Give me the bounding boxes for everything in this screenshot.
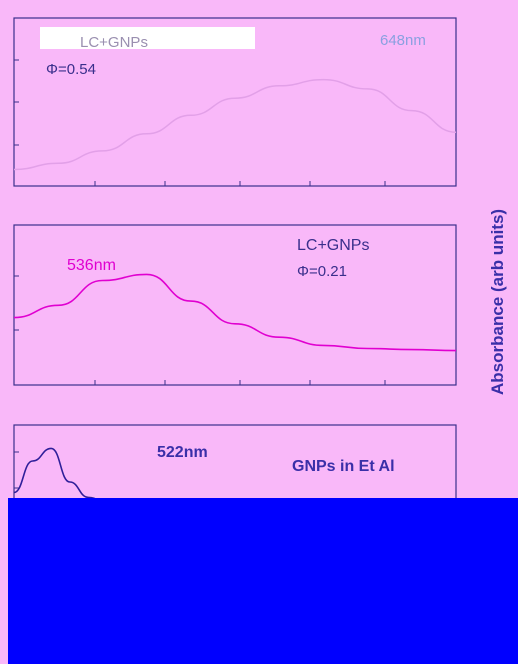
bottom-series-label: GNPs in Et Al [292,458,395,475]
series-line-middle [13,273,457,352]
y-axis-label: Absorbance (arb units) [488,209,507,395]
ticks [14,59,386,489]
series-line-top [13,78,457,171]
top-series-label: LC+GNPs [80,34,148,51]
middle-series-label: LC+GNPs [297,237,369,254]
middle-peak-label: 536nm [67,257,116,274]
bottom-peak-label: 522nm [157,444,208,461]
middle-panel-frame [13,224,457,386]
occluding-overlay [8,498,518,664]
top-peak-label: 648nm [380,32,426,49]
top-phi-label: Φ=0.54 [46,61,96,78]
top-label-box [40,27,255,49]
middle-phi-label: Φ=0.21 [297,263,347,280]
